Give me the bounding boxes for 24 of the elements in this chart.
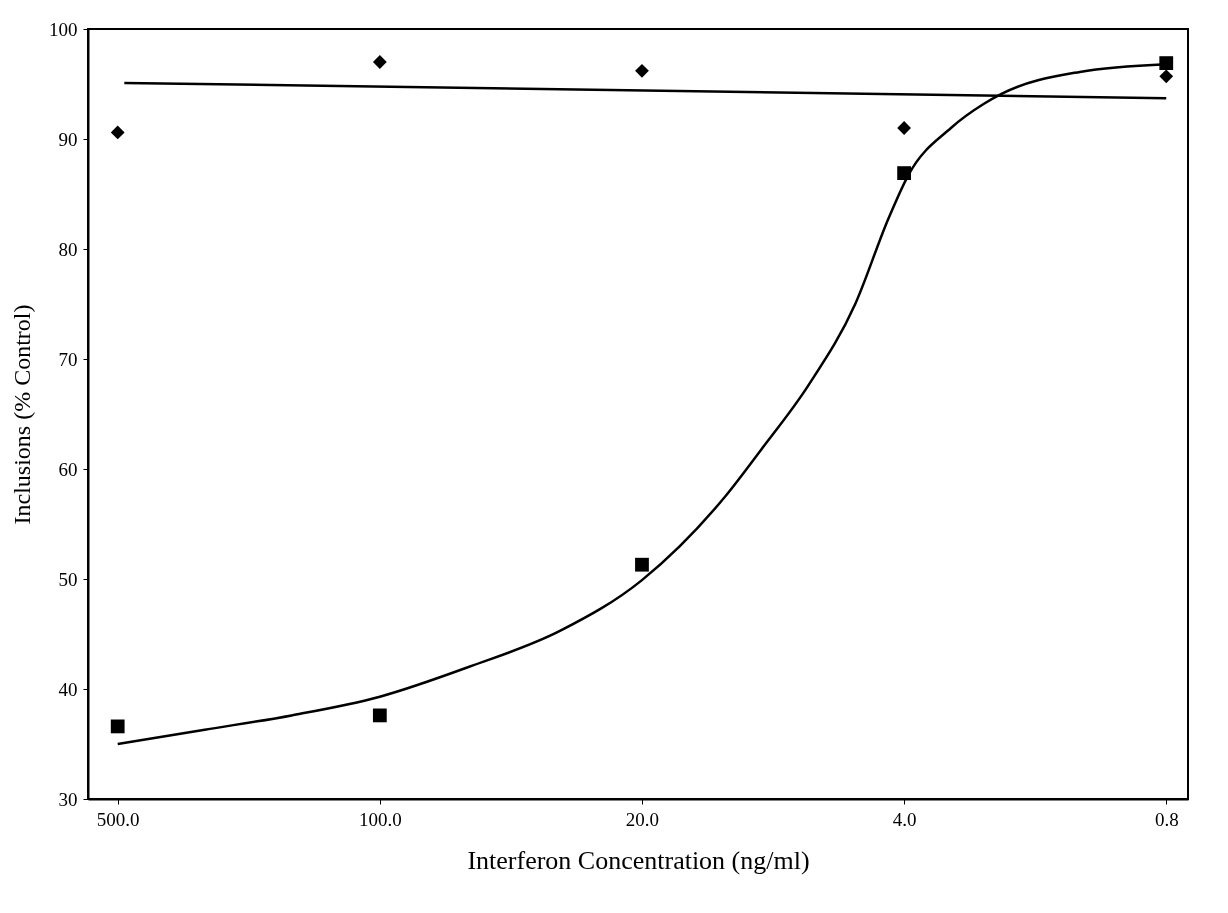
y-axis-title: Inclusions (% Control) [9,304,35,525]
point [372,708,387,723]
y-tick-label: 90 [58,128,78,150]
point [372,55,387,69]
y-tick-label: 60 [58,458,78,480]
x-tick-label: 4.0 [892,808,917,830]
x-tick-label: 20.0 [625,808,660,830]
point [1159,56,1174,70]
y-tick-label: 50 [58,568,78,590]
y-tick-label: 100 [49,18,78,40]
point [635,557,649,572]
x-tick-label: 100.0 [358,808,402,830]
y-tick-label: 30 [58,788,78,810]
y-tick-label: 70 [58,348,78,370]
x-tick-label: 0.8 [1154,808,1179,830]
y-tick-label: 80 [58,238,78,260]
x-tick-label: 500.0 [96,808,140,830]
point [635,63,649,78]
x-axis-title: Interferon Concentration (ng/ml) [467,845,810,875]
point [897,121,911,135]
y-tick-label: 40 [58,678,78,700]
point [110,719,125,734]
point [1159,69,1174,84]
point [110,125,125,140]
